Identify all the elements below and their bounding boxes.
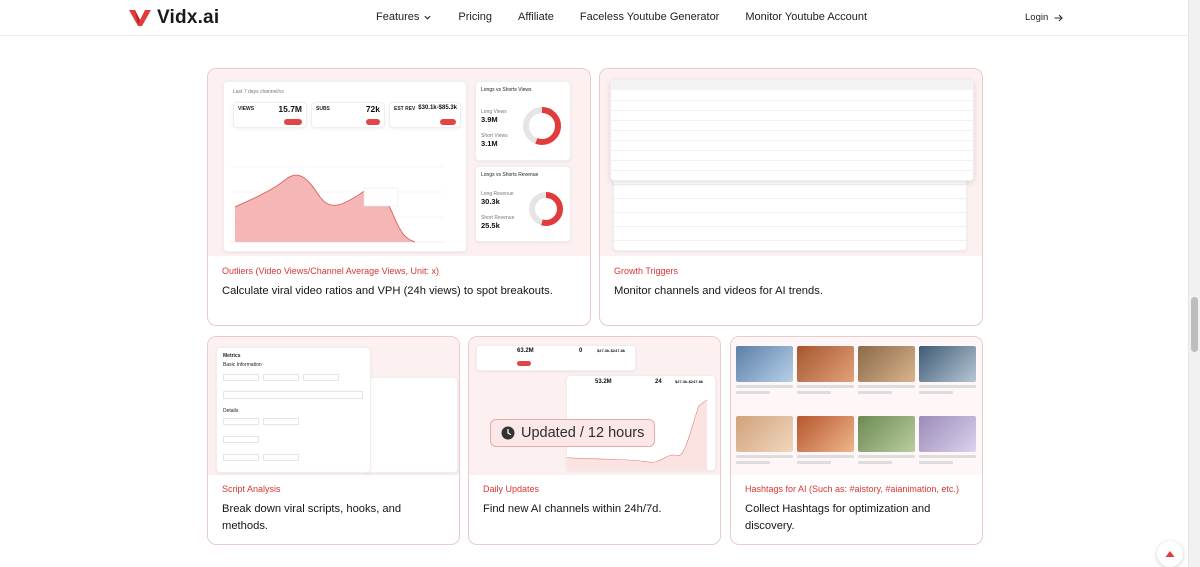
card-tag: Script Analysis — [222, 484, 281, 494]
card-tag: Daily Updates — [483, 484, 540, 494]
views-donut-chart — [523, 107, 561, 145]
brand-logo[interactable]: Vidx.ai — [129, 7, 219, 29]
nav-item-label: Pricing — [458, 11, 493, 23]
arrow-right-icon — [1054, 14, 1064, 21]
video-thumbnail-grid — [736, 346, 976, 476]
card-description: Monitor channels and videos for AI trend… — [614, 285, 823, 297]
card-description: Calculate viral video ratios and VPH (24… — [222, 285, 553, 297]
long-vs-short-views-panel: Longs vs Shorts Views Long Views 3.9M Sh… — [475, 81, 571, 161]
card-description: Find new AI channels within 24h/7d. — [483, 503, 662, 515]
main-nav: Features Pricing Affiliate Faceless Yout… — [376, 11, 893, 23]
views-area-chart — [230, 166, 444, 243]
front-data-table — [610, 79, 974, 181]
card-description: Break down viral scripts, hooks, and met… — [222, 503, 402, 532]
daily-updates-preview: 63.2M 0 $27.3k-$247.8k 53.2M 24 $27.3k-$… — [469, 337, 720, 475]
login-link[interactable]: Login — [1025, 12, 1064, 23]
video-thumbnail[interactable] — [858, 416, 915, 476]
nav-item-affiliate[interactable]: Affiliate — [518, 11, 554, 23]
card-tag: Growth Triggers — [614, 266, 679, 276]
nav-item-faceless-generator[interactable]: Faceless Youtube Generator — [580, 11, 719, 23]
revenue-donut-chart — [529, 192, 563, 226]
script-analysis-preview: Metrics Basic Information Details — [208, 337, 459, 475]
badge-text: Updated / 12 hours — [521, 425, 645, 441]
card-tag: Hashtags for AI (Such as: #aistory, #aia… — [745, 484, 959, 494]
video-thumbnail[interactable] — [858, 346, 915, 406]
caret-up-icon — [1165, 551, 1175, 557]
back-to-top-button[interactable] — [1157, 541, 1183, 567]
outliers-preview: Last 7 days channel/vs VIEWS 15.7M SUBS … — [208, 69, 590, 256]
feature-card-daily-updates[interactable]: 63.2M 0 $27.3k-$247.8k 53.2M 24 $27.3k-$… — [468, 336, 721, 545]
video-thumbnail[interactable] — [919, 416, 976, 476]
feature-card-hashtags[interactable]: Hashtags for AI (Such as: #aistory, #aia… — [730, 336, 983, 545]
scrollbar-thumb[interactable] — [1191, 297, 1198, 352]
vidx-logo-icon — [129, 10, 151, 26]
views-stat: VIEWS 15.7M — [233, 102, 307, 128]
nav-item-label: Features — [376, 11, 420, 23]
card-tag: Outliers (Video Views/Channel Average Vi… — [222, 266, 439, 276]
chevron-down-icon — [424, 15, 432, 20]
video-thumbnail[interactable] — [797, 416, 854, 476]
back-metrics-form — [363, 377, 458, 473]
hashtags-preview — [731, 337, 982, 475]
nav-item-features[interactable]: Features — [376, 11, 432, 23]
card-description: Collect Hashtags for optimization and di… — [745, 503, 931, 532]
nav-item-label: Monitor Youtube Account — [745, 11, 868, 23]
feature-card-growth-triggers[interactable]: Growth Triggers Monitor channels and vid… — [599, 68, 983, 326]
nav-item-monitor-account[interactable]: Monitor Youtube Account — [745, 11, 867, 23]
nav-item-pricing[interactable]: Pricing — [458, 11, 492, 23]
top-navbar: Vidx.ai Features Pricing Affiliate Facel… — [0, 0, 1188, 36]
login-label: Login — [1025, 12, 1049, 23]
revenue-stat: EST REV $30.1k-$85.3k — [389, 102, 461, 128]
subs-stat: SUBS 72k — [311, 102, 385, 128]
update-frequency-badge: Updated / 12 hours — [490, 419, 656, 447]
growth-triggers-preview — [600, 69, 982, 256]
video-thumbnail[interactable] — [919, 346, 976, 406]
brand-name: Vidx.ai — [157, 7, 220, 28]
feature-card-outliers[interactable]: Last 7 days channel/vs VIEWS 15.7M SUBS … — [207, 68, 591, 326]
long-vs-short-revenue-panel: Longs vs Shorts Revenue Long Revenue 30.… — [475, 166, 571, 242]
clock-icon — [501, 426, 515, 440]
feature-card-script-analysis[interactable]: Metrics Basic Information Details Script… — [207, 336, 460, 545]
nav-item-label: Affiliate — [518, 11, 554, 23]
channel-stats-panel: Last 7 days channel/vs VIEWS 15.7M SUBS … — [223, 81, 467, 252]
daily-stats-back: 63.2M 0 $27.3k-$247.8k — [476, 345, 636, 371]
period-label: Last 7 days channel/vs — [233, 89, 284, 95]
page-scrollbar[interactable] — [1188, 0, 1200, 567]
daily-line-chart — [567, 399, 708, 470]
video-thumbnail[interactable] — [736, 346, 793, 406]
metrics-form: Metrics Basic Information Details — [216, 347, 371, 473]
video-thumbnail[interactable] — [736, 416, 793, 476]
video-thumbnail[interactable] — [797, 346, 854, 406]
nav-item-label: Faceless Youtube Generator — [579, 11, 720, 23]
